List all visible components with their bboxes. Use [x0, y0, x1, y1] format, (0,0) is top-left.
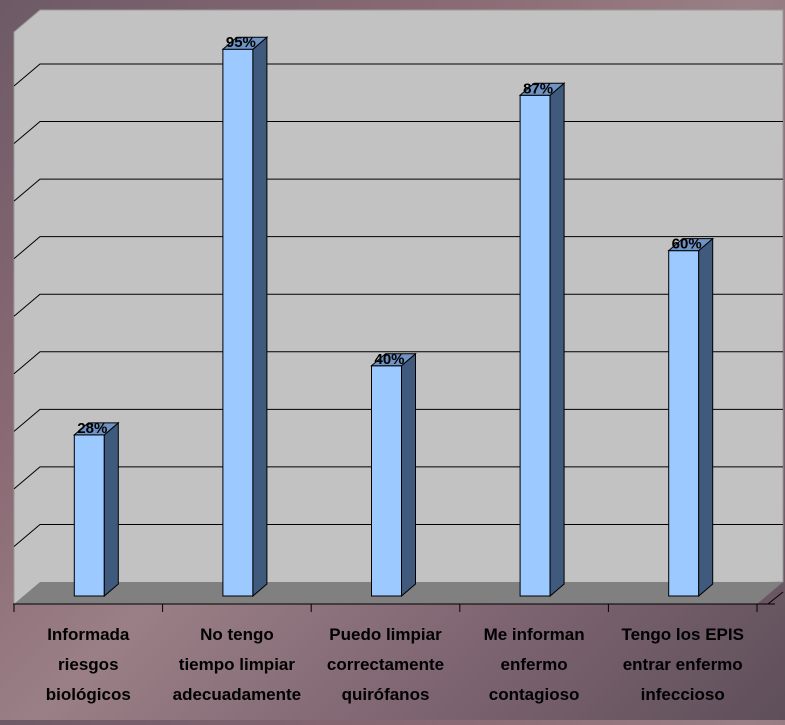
bar-side: [401, 352, 416, 598]
bar-group: 95%: [221, 34, 269, 598]
data-label: 95%: [226, 34, 256, 51]
bar-side: [252, 36, 268, 598]
x-tick-label-line: entrar enfermo: [623, 655, 743, 674]
x-tick-label-line: riesgos: [58, 655, 118, 674]
x-tick-label-line: enfermo: [501, 655, 568, 674]
x-tick-label-line: No tengo: [200, 625, 274, 644]
x-tick-label-line: contagioso: [489, 685, 580, 704]
bar-top: [221, 36, 269, 50]
x-tick-label: Puedo limpiar correctamente quirófanos: [327, 625, 444, 704]
x-tick-label: Me informan enfermo contagioso: [484, 625, 585, 704]
bar-group: 28%: [72, 420, 120, 598]
x-tick-label-line: Informada: [47, 625, 130, 644]
bar-side: [698, 237, 714, 598]
bar: [73, 434, 105, 597]
x-tick-label-line: tiempo limpiar: [179, 655, 296, 674]
x-tick-label-line: biológicos: [46, 685, 131, 704]
bar-top: [72, 422, 120, 436]
x-tick-label-line: Puedo limpiar: [329, 625, 442, 644]
bar-side: [103, 421, 119, 598]
bar-group: 87%: [518, 80, 566, 598]
x-tick-label-line: quirófanos: [342, 685, 430, 704]
x-tick-label-line: Me informan: [484, 625, 585, 644]
bar-group: 60%: [667, 236, 715, 598]
gridline: [13, 63, 783, 87]
x-tick-label: Informada riesgos biológicos: [46, 625, 131, 704]
data-label: 87%: [523, 80, 553, 97]
bar-top: [518, 82, 566, 96]
bar-group: 40%: [370, 351, 417, 598]
bar-top: [667, 238, 715, 252]
x-axis-depth-line: [767, 591, 784, 605]
x-tick-label: Tengo los EPIS entrar enfermo infeccioso: [621, 625, 743, 704]
data-label: 40%: [374, 351, 404, 368]
chart-back-wall: [13, 9, 784, 605]
x-tick-label-line: infeccioso: [641, 685, 725, 704]
data-label: 60%: [672, 236, 702, 253]
bar: [371, 365, 402, 597]
x-tick-label-line: adecuadamente: [173, 685, 302, 704]
x-tick-label-line: Tengo los EPIS: [621, 625, 743, 644]
bar: [222, 48, 254, 597]
data-label: 28%: [77, 420, 107, 437]
x-tick-label: No tengo tiempo limpiar adecuadamente: [173, 625, 302, 704]
bar: [668, 250, 700, 597]
bar: [519, 94, 551, 597]
bar-top: [370, 353, 417, 367]
bar-side: [549, 82, 565, 598]
x-tick-label-line: correctamente: [327, 655, 444, 674]
